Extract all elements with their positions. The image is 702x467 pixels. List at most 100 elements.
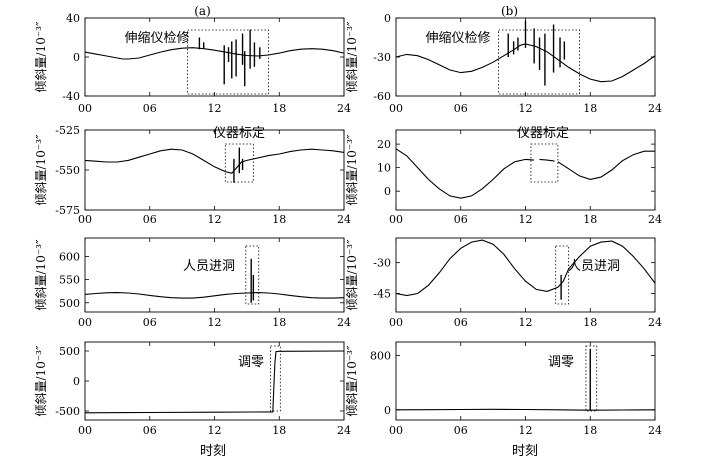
panel-2-series-1-line <box>395 43 656 83</box>
panel-4-annotation-label: 仪器标定 <box>517 126 569 141</box>
panel-3-ytick-label--575: -575 <box>55 204 80 217</box>
panel-4-annotation-box <box>530 143 559 183</box>
panel-1-ytick-label-0: 0 <box>73 51 80 64</box>
panel-8-frame <box>395 341 656 421</box>
panel-3-ytick-label--525: -525 <box>55 124 80 137</box>
panel-2-xtick-label-18: 18 <box>583 102 597 115</box>
panel-4-ytick-label-0: 0 <box>384 185 391 198</box>
panel-5-y-axis-label: 倾斜量/10⁻³″ <box>34 239 48 310</box>
panel-4-series-2-line <box>539 158 555 162</box>
panel-7-annotation-label: 调零 <box>238 355 264 370</box>
panel-3-frame <box>84 129 345 211</box>
panel-4-xtick-label-18: 18 <box>583 213 597 226</box>
panel-8-series-1-line <box>395 408 656 411</box>
panel-4-ytick-label-10: 10 <box>377 162 391 175</box>
panel-8-xtick-label-24: 24 <box>648 424 662 437</box>
panel-8-ytick-label-0: 0 <box>384 404 391 417</box>
panel-4-xtick-label-00: 00 <box>389 213 403 226</box>
panel-4-series-1-line <box>395 148 535 199</box>
panel-3-y-axis-label: 倾斜量/10⁻³″ <box>34 134 48 205</box>
panel-7-ytick-label--500: -500 <box>55 405 80 418</box>
panel-2-ytick-label--60: -60 <box>373 90 391 103</box>
panel-1-series-1-line <box>84 47 345 60</box>
panel-5-xtick-label-12: 12 <box>208 316 222 329</box>
panel-1-xtick-label-18: 18 <box>272 102 286 115</box>
panel-1-panel-label: (a) <box>194 4 211 18</box>
panel-7-series-1-line <box>84 350 345 414</box>
panel-1-frame <box>84 17 345 97</box>
panel-3-series-1-line <box>84 148 345 174</box>
panel-7-xtick-label-18: 18 <box>272 424 286 437</box>
panel-1-annotation-label: 伸缩仪检修 <box>124 30 189 46</box>
panel-5-annotation-box <box>245 245 260 305</box>
panel-2-y-axis-label: 倾斜量/10⁻³″ <box>345 21 359 92</box>
panel-5-ytick-label-600: 600 <box>59 251 80 264</box>
panel-1-ytick-label--40: -40 <box>62 90 80 103</box>
panel-8-xtick-label-12: 12 <box>519 424 533 437</box>
panel-7-ytick-label-0: 0 <box>73 375 80 388</box>
panel-7-frame <box>84 341 345 421</box>
panel-5-ytick-label-550: 550 <box>59 274 80 287</box>
panel-3-xtick-label-12: 12 <box>208 213 222 226</box>
panel-6-xtick-label-00: 00 <box>389 316 403 329</box>
panel-2-xtick-label-00: 00 <box>389 102 403 115</box>
panel-8-xtick-label-18: 18 <box>583 424 597 437</box>
panel-8-annotation-label: 调零 <box>548 355 574 370</box>
panel-2-xtick-label-12: 12 <box>519 102 533 115</box>
panel-2-annotation-box <box>498 29 580 95</box>
panel-5-frame <box>84 237 345 313</box>
panel-1-xtick-label-00: 00 <box>78 102 92 115</box>
panel-6-ytick-label--30: -30 <box>373 257 391 270</box>
panel-5-xtick-label-18: 18 <box>272 316 286 329</box>
panel-4-series-3-line <box>557 150 655 180</box>
panel-4-xtick-label-24: 24 <box>648 213 662 226</box>
panel-1-y-axis-label: 倾斜量/10⁻³″ <box>34 21 48 92</box>
panel-1-ytick-label-40: 40 <box>66 12 80 25</box>
panel-1-xtick-label-24: 24 <box>337 102 351 115</box>
panel-2-xtick-label-06: 06 <box>454 102 468 115</box>
panel-1-annotation-box <box>187 29 269 95</box>
panel-5-xtick-label-06: 06 <box>143 316 157 329</box>
panel-3-xtick-label-06: 06 <box>143 213 157 226</box>
panel-4-ytick-label-20: 20 <box>377 138 391 151</box>
panel-2-panel-label: (b) <box>501 4 518 18</box>
panel-7-annotation-box <box>270 345 281 412</box>
panel-7-y-axis-label: 倾斜量/10⁻³″ <box>34 345 48 416</box>
panel-3-xtick-label-18: 18 <box>272 213 286 226</box>
x-axis-label-right: 时刻 <box>512 444 538 459</box>
panel-7-xtick-label-24: 24 <box>337 424 351 437</box>
panel-1-xtick-label-06: 06 <box>143 102 157 115</box>
panel-7-xtick-label-06: 06 <box>143 424 157 437</box>
panel-4-xtick-label-06: 06 <box>454 213 468 226</box>
panel-7-ytick-label-500: 500 <box>59 345 80 358</box>
panel-3-xtick-label-24: 24 <box>337 213 351 226</box>
panel-6-xtick-label-12: 12 <box>519 316 533 329</box>
panel-2-annotation-label: 伸缩仪检修 <box>425 30 490 46</box>
panel-4-frame <box>395 129 656 211</box>
panel-6-y-axis-label: 倾斜量/10⁻³″ <box>345 239 359 310</box>
panel-5-annotation-label: 人员进洞 <box>183 259 235 274</box>
panel-3-annotation-label: 仪器标定 <box>213 126 265 141</box>
panel-6-xtick-label-24: 24 <box>648 316 662 329</box>
panel-7-xtick-label-12: 12 <box>208 424 222 437</box>
panel-8-xtick-label-00: 00 <box>389 424 403 437</box>
panel-6-xtick-label-06: 06 <box>454 316 468 329</box>
panel-6-series-1-line <box>395 239 656 297</box>
panel-6-annotation-label: 人员进洞 <box>568 259 620 274</box>
x-axis-label-left: 时刻 <box>200 444 226 459</box>
panel-3-ytick-label--550: -550 <box>55 164 80 177</box>
panel-5-series-1-line <box>84 292 345 299</box>
panel-3-annotation-box <box>224 143 254 183</box>
panel-7-xtick-label-00: 00 <box>78 424 92 437</box>
panel-6-frame <box>395 237 656 313</box>
panel-6-xtick-label-18: 18 <box>583 316 597 329</box>
panel-5-xtick-label-24: 24 <box>337 316 351 329</box>
panel-2-xtick-label-24: 24 <box>648 102 662 115</box>
panel-5-xtick-label-00: 00 <box>78 316 92 329</box>
panel-2-ytick-label--30: -30 <box>373 51 391 64</box>
panel-5-ytick-label-500: 500 <box>59 297 80 310</box>
panel-8-xtick-label-06: 06 <box>454 424 468 437</box>
panel-8-ytick-label-800: 800 <box>370 350 391 363</box>
panel-4-xtick-label-12: 12 <box>519 213 533 226</box>
